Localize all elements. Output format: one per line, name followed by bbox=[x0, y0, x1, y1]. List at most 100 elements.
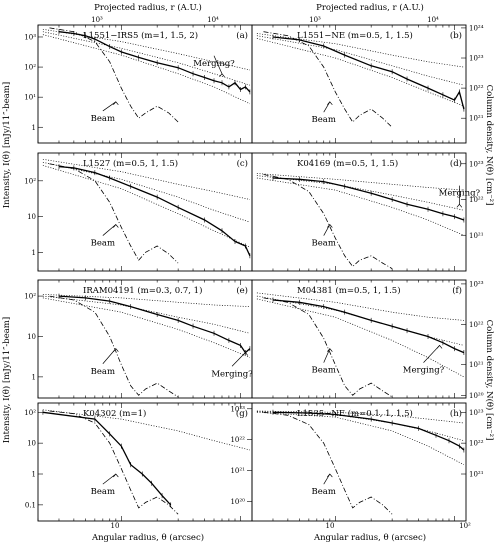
n-tick-label: 10²¹ bbox=[469, 115, 484, 123]
panel-frame bbox=[251, 24, 467, 144]
annotation-arrowhead bbox=[456, 203, 463, 208]
series-obs-0 bbox=[272, 36, 465, 110]
y-tick-label: 1 bbox=[32, 471, 36, 479]
y-tick-label: 1 bbox=[32, 373, 36, 381]
y-tick-label: 10 bbox=[27, 440, 36, 448]
annotation-label: Beam bbox=[312, 115, 336, 125]
series-model-1 bbox=[256, 33, 464, 68]
y-tick-label: 10¹ bbox=[24, 94, 36, 102]
annotation-label: Beam bbox=[91, 367, 115, 377]
n-tick-label: 10²⁴ bbox=[469, 24, 484, 32]
right-axis-label-lower: Column density, N(θ) [cm⁻²] bbox=[484, 320, 495, 441]
panel-frame bbox=[37, 24, 253, 144]
panel-letter: (e) bbox=[236, 285, 248, 296]
panel-c: 10² 10 1 L1527 (m=0.5, 1, 1.5) (c) Beam bbox=[24, 152, 253, 272]
series-beam-4 bbox=[263, 411, 393, 515]
panel-f: 10²³ 10²² 10²¹ 10²⁰ M04381 (m=0.5, 1, 1.5) (f… bbox=[251, 279, 484, 400]
annotation-label: Merging? bbox=[193, 59, 235, 69]
series-model-2 bbox=[256, 35, 464, 86]
n-tick-label: 10²³ bbox=[469, 55, 484, 63]
series-model-3 bbox=[42, 165, 251, 248]
n-tick-label: 10²³ bbox=[230, 405, 245, 413]
n-tick-label: 10²¹ bbox=[230, 467, 245, 475]
panel-b: 10²⁴ 10²³ 10²² 10²¹ L1551−NE (m=0.5, 1, 1.5)… bbox=[251, 24, 484, 144]
n-tick-label: 10²² bbox=[230, 436, 245, 444]
annotation-arrow bbox=[102, 101, 117, 112]
panel-plot-area bbox=[42, 27, 251, 123]
panel-plot-area bbox=[42, 158, 251, 264]
panel-title: L1535−NE (m=0.1, 1, 1.5) bbox=[297, 408, 413, 419]
y-tick-label: 1 bbox=[32, 124, 36, 132]
annotation-label: Beam bbox=[91, 239, 115, 249]
series-model-3 bbox=[42, 34, 251, 105]
top-tick-label-left-1: 10³ bbox=[91, 16, 103, 24]
panel-frame bbox=[251, 402, 467, 522]
series-model-3 bbox=[256, 38, 465, 107]
panel-title: L1527 (m=0.5, 1, 1.5) bbox=[83, 158, 178, 169]
series-beam-4 bbox=[49, 163, 179, 264]
panel-plot-area bbox=[42, 409, 250, 515]
series-model-3 bbox=[42, 297, 251, 358]
annotation-label: Beam bbox=[312, 239, 336, 249]
n-tick-label: 10²³ bbox=[469, 280, 484, 288]
bottom-axis-label-left: Angular radius, θ (arcsec) bbox=[91, 532, 204, 543]
n-tick-label: 10²³ bbox=[469, 160, 484, 168]
panel-letter: (a) bbox=[236, 30, 248, 41]
panels-layer: 10³ 10² 10¹ 1 L1551−IRS5 (m=1, 1.5, 2) (a) Mer… bbox=[24, 24, 484, 522]
series-model-1 bbox=[42, 294, 250, 307]
panel-letter: (d) bbox=[450, 158, 462, 169]
annotation-arrowhead bbox=[113, 348, 119, 352]
annotation-label: Merging? bbox=[211, 369, 253, 379]
n-tick-label: 10²² bbox=[469, 440, 484, 448]
bottom-axis-label-right: Angular radius, θ (arcsec) bbox=[313, 532, 426, 543]
panel-plot-area bbox=[256, 409, 465, 515]
n-tick-label: 10²³ bbox=[469, 409, 484, 417]
annotation-arrow bbox=[323, 348, 331, 363]
series-beam-4 bbox=[49, 27, 179, 123]
series-beam-4 bbox=[263, 174, 393, 269]
panel-plot-area bbox=[256, 292, 465, 398]
series-model-3 bbox=[256, 411, 465, 466]
panel-h: 10²³ 10²² 10²¹ L1535−NE (m=0.1, 1, 1.5) (h) B… bbox=[251, 402, 484, 522]
annotation-arrowhead bbox=[219, 73, 225, 77]
panel-frame bbox=[37, 279, 253, 399]
annotation-arrow bbox=[102, 224, 117, 236]
n-tick-label: 10²² bbox=[469, 85, 484, 93]
left-axis-label-upper: Intensity, I(θ) [mJy/11″-beam] bbox=[1, 82, 12, 208]
series-beam-4 bbox=[49, 295, 179, 398]
annotation-label: Beam bbox=[91, 487, 115, 497]
top-tick-label-right-2: 10⁴ bbox=[427, 16, 439, 24]
series-obs-0 bbox=[272, 177, 465, 221]
n-tick-label: 10²² bbox=[469, 196, 484, 204]
annotation-arrow bbox=[213, 55, 223, 74]
series-model-1 bbox=[42, 409, 250, 451]
annotation-arrowhead bbox=[327, 473, 333, 478]
panel-plot-area bbox=[42, 293, 251, 398]
series-beam-4 bbox=[263, 31, 393, 128]
annotation-arrow bbox=[102, 473, 117, 485]
n-tick-label: 10²¹ bbox=[469, 471, 484, 479]
y-tick-label: 10² bbox=[24, 64, 36, 72]
series-model-2 bbox=[42, 161, 251, 223]
series-model-1 bbox=[256, 292, 464, 321]
top-tick-label-left-2: 10⁴ bbox=[207, 16, 219, 24]
bottom-tick-label-right-2: 10² bbox=[459, 522, 471, 530]
right-axis-label-upper: Column density, N(θ) [cm⁻²] bbox=[484, 85, 495, 206]
panel-plot-area bbox=[256, 31, 465, 128]
n-tick-label: 10²² bbox=[469, 321, 484, 329]
y-tick-label: 10² bbox=[24, 409, 36, 417]
series-beam-2 bbox=[49, 410, 179, 515]
panel-title: M04381 (m=0.5, 1, 1.5) bbox=[297, 285, 401, 296]
series-model-1 bbox=[42, 158, 250, 200]
y-tick-label: 10 bbox=[27, 213, 36, 221]
y-tick-label: 10² bbox=[24, 177, 36, 185]
annotation-arrowhead bbox=[242, 352, 249, 356]
annotation-arrowhead bbox=[113, 101, 119, 106]
annotation-arrowhead bbox=[327, 223, 333, 228]
bottom-tick-label-left-1: 10 bbox=[111, 522, 120, 530]
panel-frame bbox=[251, 152, 467, 272]
annotation-arrowhead bbox=[436, 344, 443, 349]
